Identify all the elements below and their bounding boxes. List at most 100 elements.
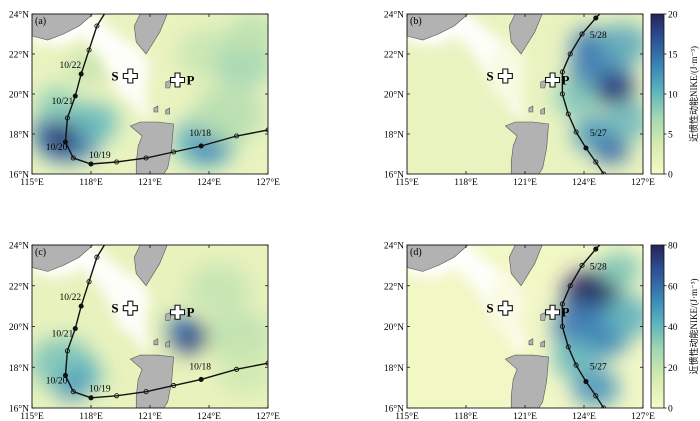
colorbar-tick-label: 15	[668, 51, 678, 61]
daily-marker	[583, 145, 589, 151]
land-babuyan2	[540, 340, 545, 348]
daily-marker	[88, 395, 94, 401]
land-babuyan2	[165, 107, 170, 115]
track-point	[64, 115, 70, 121]
track-point	[86, 47, 92, 53]
track-point	[94, 254, 100, 260]
panel-d: S P 5/28 5/27 (d) 115°E 118°E 121°E 124°E 127°E 16…	[384, 233, 699, 421]
site-s-label: S	[111, 69, 118, 84]
typhoon-track	[561, 14, 605, 174]
site-p-label: P	[562, 73, 570, 88]
x-tick-label: 124°E	[572, 177, 596, 188]
track-point	[233, 133, 240, 139]
track-point	[567, 51, 573, 57]
x-tick-label: 127°E	[631, 177, 655, 188]
daily-marker	[63, 139, 68, 145]
x-tick-label: 121°E	[138, 177, 162, 188]
y-tick-label: 20°N	[384, 90, 404, 101]
track-date-label: 5/27	[590, 129, 607, 139]
nike-patch	[226, 14, 268, 55]
y-tick-label: 18°N	[384, 363, 404, 374]
y-tick-label: 24°N	[9, 241, 29, 252]
x-tick-label: 121°E	[513, 177, 537, 188]
land-taiwan	[133, 245, 168, 287]
map-area: S P 5/28 5/27	[407, 14, 643, 174]
land-taiwan	[508, 14, 543, 55]
y-tick-label: 16°N	[384, 404, 404, 415]
nike-patch	[187, 263, 251, 316]
y-tick-label: 22°N	[9, 281, 29, 292]
land-china	[32, 14, 117, 41]
nike-patch	[193, 85, 265, 143]
land-taiwan	[133, 14, 168, 55]
y-tick-label: 18°N	[9, 130, 29, 141]
daily-marker	[78, 303, 84, 309]
track-point	[94, 23, 100, 29]
site-p-label: P	[187, 73, 195, 88]
x-tick-label: 124°E	[197, 411, 221, 421]
y-tick-label: 24°N	[384, 241, 404, 252]
daily-marker	[73, 326, 78, 331]
land-babuyan2	[165, 340, 170, 348]
land-luzon	[129, 354, 174, 408]
colorbar-title: 近惯性动能NIKE/(J·m⁻³)	[688, 46, 699, 142]
y-tick-label: 20°N	[384, 322, 404, 333]
track-point	[593, 393, 599, 399]
track-point	[143, 389, 149, 395]
x-tick-label: 121°E	[513, 411, 537, 421]
land-taiwan	[508, 245, 543, 287]
typhoon-track	[561, 245, 605, 408]
nike-patch	[167, 315, 196, 338]
nike-patch	[595, 74, 636, 106]
track-date-label: 10/19	[89, 151, 111, 161]
daily-marker	[593, 15, 598, 21]
site-s-marker	[122, 68, 138, 84]
shelf-area	[75, 14, 150, 118]
nike-field	[32, 263, 268, 401]
land-china	[407, 14, 492, 41]
nike-patch	[597, 251, 642, 288]
nike-patch	[580, 278, 612, 305]
track-point	[567, 283, 573, 289]
panel-c: S P 10/22 10/21 10/20 10/19 10/18 (c) 115°E 118°E…	[9, 241, 280, 421]
site-p-marker	[169, 72, 186, 88]
site-s-marker	[497, 300, 513, 316]
nike-patch	[593, 135, 630, 165]
track-date-label: 10/20	[46, 143, 68, 153]
track-point	[607, 233, 611, 237]
x-tick-label: 127°E	[256, 411, 280, 421]
y-tick-label: 16°N	[9, 404, 29, 415]
track-point	[70, 389, 76, 395]
nike-patch	[603, 100, 643, 140]
colorbar-tick-label: 0	[668, 405, 673, 415]
x-tick-label: 118°E	[454, 177, 478, 188]
panel-label: (d)	[410, 247, 422, 258]
track-point	[233, 366, 240, 372]
track-point	[559, 323, 565, 330]
map-area: S P 5/28 5/27	[407, 233, 643, 408]
colorbar-title: 近惯性动能NIKE/(J·m⁻³)	[688, 279, 699, 375]
track-date-label: 10/22	[60, 293, 82, 303]
colorbar	[650, 244, 665, 409]
site-p-label: P	[187, 305, 195, 320]
x-tick-label: 115°E	[20, 411, 44, 421]
x-tick-label: 115°E	[395, 411, 419, 421]
y-tick-label: 22°N	[9, 50, 29, 61]
land-babuyan1	[153, 105, 159, 113]
track-date-label: 10/18	[189, 362, 211, 372]
track-date-label: 10/20	[46, 377, 68, 387]
y-tick-label: 20°N	[9, 90, 29, 101]
y-tick-label: 22°N	[384, 281, 404, 292]
x-tick-label: 118°E	[79, 177, 103, 188]
land-babuyan2	[540, 107, 545, 115]
site-s-label: S	[486, 301, 493, 316]
site-s-marker	[497, 68, 513, 84]
nike-patch	[216, 348, 268, 395]
panel-label: (a)	[35, 16, 46, 27]
track-date-label: 10/18	[189, 129, 211, 139]
nike-patch	[43, 123, 80, 153]
site-p-marker	[544, 304, 561, 320]
track-point	[579, 262, 585, 268]
x-tick-label: 121°E	[138, 411, 162, 421]
